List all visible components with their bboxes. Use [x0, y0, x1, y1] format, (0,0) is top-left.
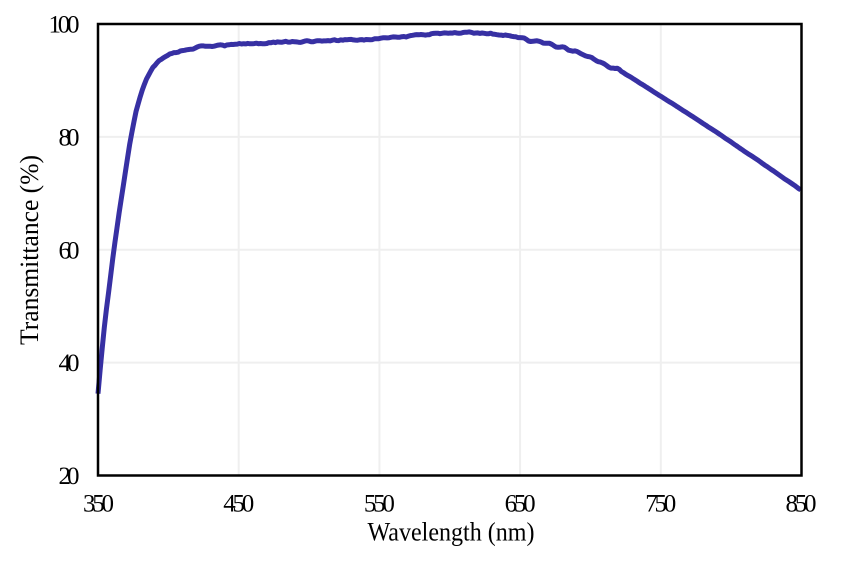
svg-text:550: 550 [364, 491, 395, 518]
svg-text:650: 650 [505, 491, 536, 518]
svg-text:40: 40 [59, 350, 80, 377]
svg-text:450: 450 [223, 491, 254, 518]
svg-text:80: 80 [59, 124, 80, 151]
svg-text:Transmittance (%): Transmittance (%) [15, 155, 44, 345]
svg-text:60: 60 [59, 237, 80, 264]
svg-text:Wavelength (nm): Wavelength (nm) [368, 518, 535, 547]
svg-text:100: 100 [49, 12, 80, 39]
svg-text:350: 350 [83, 491, 114, 518]
svg-text:20: 20 [59, 463, 80, 490]
svg-text:750: 750 [645, 491, 676, 518]
svg-text:850: 850 [786, 491, 817, 518]
